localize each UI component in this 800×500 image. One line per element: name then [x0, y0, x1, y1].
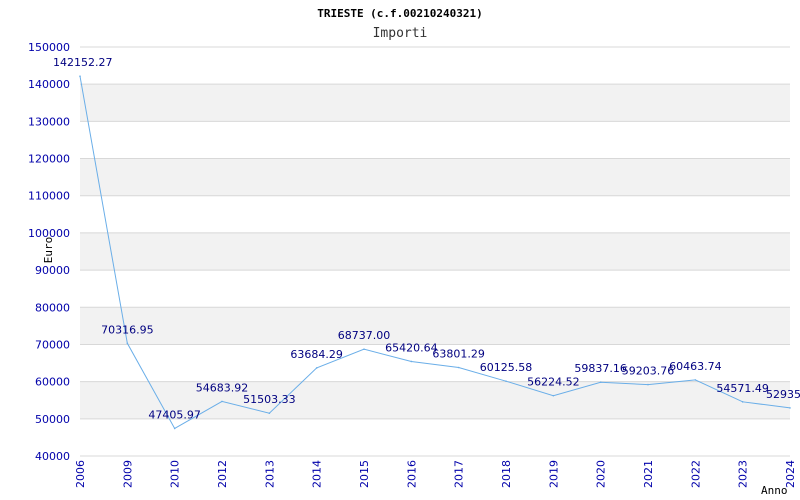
- data-point: [505, 380, 507, 382]
- data-label: 68737.00: [338, 329, 391, 342]
- data-point: [410, 360, 413, 363]
- data-point: [268, 412, 271, 415]
- data-point: [552, 394, 555, 397]
- x-tick-label: 2021: [642, 460, 655, 488]
- plot-bands: [80, 84, 790, 419]
- x-tick-label: 2012: [216, 460, 229, 488]
- data-label: 56224.52: [527, 376, 580, 389]
- data-label: 63684.29: [290, 348, 343, 361]
- data-point: [315, 367, 318, 369]
- grid-band: [80, 84, 790, 122]
- data-point: [741, 401, 744, 403]
- y-tick-labels: 40000 50000 60000 70000 80000 90000 100000 1100…: [28, 41, 70, 463]
- chart-subtitle: Importi: [373, 26, 428, 41]
- y-tick-label: 50000: [35, 413, 70, 426]
- x-tick-label: 2019: [547, 460, 560, 488]
- y-tick-label: 90000: [35, 264, 70, 277]
- data-point: [79, 75, 81, 77]
- data-labels: 142152.27 70316.95 47405.97 54683.9251503.3…: [53, 56, 800, 421]
- data-point: [173, 427, 176, 430]
- y-tick-label: 110000: [28, 190, 70, 203]
- data-label: 142152.27: [53, 56, 113, 69]
- y-tick-label: 40000: [35, 450, 70, 463]
- grid-band: [80, 232, 790, 271]
- data-label: 52935.: [766, 388, 800, 401]
- y-tick-label: 60000: [35, 376, 70, 389]
- x-axis-label: Anno: [761, 484, 788, 497]
- data-point: [126, 342, 129, 345]
- data-label: 70316.95: [101, 323, 154, 336]
- data-label: 60463.74: [669, 360, 722, 373]
- data-label: 54571.49: [716, 382, 769, 395]
- y-tick-label: 100000: [28, 227, 70, 240]
- x-tick-label: 2016: [405, 460, 418, 488]
- x-tick-label: 2018: [500, 460, 513, 488]
- x-tick-label: 2013: [263, 460, 276, 488]
- chart-title: TRIESTE (c.f.00210240321): [317, 7, 483, 20]
- x-tick-label: 2017: [453, 460, 466, 488]
- y-tick-label: 80000: [35, 301, 70, 314]
- x-tick-label: 2024: [784, 460, 797, 488]
- data-label: 60125.58: [480, 361, 533, 374]
- data-label: 63801.29: [432, 348, 485, 361]
- data-label: 65420.64: [385, 341, 438, 354]
- grid-band: [80, 381, 790, 419]
- x-tick-labels: 2006 2009 2010 2012 2013 2014 2015 2016 2017 2018…: [74, 460, 797, 488]
- x-tick-label: 2009: [121, 460, 134, 488]
- grid-lines: [80, 46, 790, 457]
- y-tick-label: 70000: [35, 338, 70, 351]
- data-point: [694, 379, 697, 381]
- x-tick-label: 2022: [689, 460, 702, 488]
- y-tick-label: 120000: [28, 153, 70, 166]
- data-label: 51503.33: [243, 393, 296, 406]
- data-point: [221, 400, 223, 403]
- x-tick-label: 2010: [169, 460, 182, 488]
- data-point: [647, 383, 649, 386]
- x-tick-label: 2015: [358, 460, 371, 488]
- data-label: 54683.92: [196, 381, 249, 394]
- x-tick-label: 2006: [74, 460, 87, 488]
- x-tick-label: 2020: [595, 460, 608, 488]
- data-point: [599, 381, 602, 384]
- grid-band: [80, 307, 790, 345]
- y-tick-label: 150000: [28, 41, 70, 54]
- x-tick-label: 2023: [737, 460, 750, 488]
- y-axis-label: Euro: [42, 237, 55, 264]
- y-tick-label: 130000: [28, 115, 70, 128]
- data-label: 59837.16: [574, 362, 627, 375]
- data-point: [457, 366, 460, 369]
- grid-band: [80, 158, 790, 196]
- data-point: [363, 348, 365, 350]
- y-tick-label: 140000: [28, 78, 70, 91]
- data-point: [789, 407, 791, 409]
- data-label: 47405.97: [148, 408, 201, 421]
- data-label: 59203.76: [622, 365, 675, 378]
- series-group: [79, 75, 791, 430]
- x-tick-label: 2014: [311, 460, 324, 488]
- series-line: [79, 76, 791, 430]
